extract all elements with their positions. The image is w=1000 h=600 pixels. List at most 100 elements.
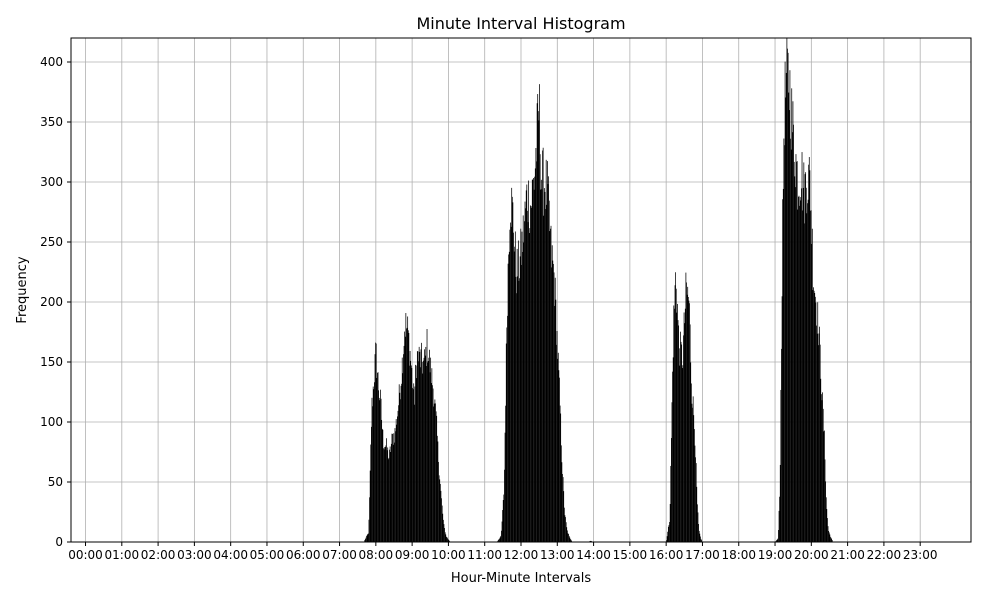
histogram-bar: [690, 362, 692, 542]
histogram-bar: [398, 384, 400, 542]
histogram-bar: [819, 344, 821, 542]
histogram-bar: [410, 360, 412, 542]
histogram-bar: [530, 205, 531, 543]
histogram-bar: [448, 539, 450, 542]
histogram-bar: [677, 320, 679, 542]
histogram-bar: [801, 188, 802, 542]
histogram-bar: [522, 251, 523, 542]
histogram-bar: [384, 447, 386, 542]
histogram-bar: [434, 399, 436, 542]
histogram-bar: [532, 179, 534, 542]
histogram-bar: [564, 515, 566, 542]
histogram-bar: [811, 243, 813, 542]
histogram-bar: [550, 228, 551, 543]
histogram-bar: [536, 161, 537, 542]
histogram-bar: [542, 150, 543, 542]
y-tick-label: 0: [55, 535, 63, 549]
histogram-bar: [802, 187, 804, 542]
histogram-bar: [504, 469, 505, 542]
histogram-bar: [559, 405, 561, 542]
histogram-bar: [692, 407, 693, 542]
histogram-bar: [560, 413, 562, 542]
histogram-bar: [510, 226, 512, 543]
histogram-bar: [815, 302, 817, 542]
histogram-bar: [670, 465, 672, 542]
histogram-bar: [806, 213, 808, 542]
histogram-bar: [799, 197, 801, 542]
histogram-bar: [372, 406, 373, 542]
histogram-bar: [424, 349, 425, 542]
y-tick-label: 200: [40, 295, 63, 309]
histogram-bar: [419, 351, 421, 542]
x-tick-label: 11:00: [467, 548, 502, 562]
histogram-bar: [673, 305, 675, 542]
histogram-bar: [514, 231, 516, 543]
histogram-bar: [516, 248, 518, 542]
histogram-bar: [822, 408, 824, 542]
histogram-bar: [379, 400, 381, 542]
histogram-bar: [500, 535, 502, 542]
histogram-bar: [369, 497, 370, 542]
histogram-bar: [438, 461, 439, 542]
histogram-bar: [508, 251, 510, 542]
histogram-bar: [824, 430, 825, 542]
histogram-bar: [416, 351, 418, 542]
histogram-bar: [688, 300, 690, 542]
histogram-bar: [411, 368, 413, 542]
histogram-bar: [367, 533, 369, 542]
histogram-bar: [449, 540, 450, 542]
histogram-bar: [531, 179, 533, 543]
histogram-bar: [398, 405, 399, 542]
histogram-bar: [447, 539, 449, 542]
histogram-bar: [816, 325, 817, 542]
y-tick-label: 400: [40, 55, 63, 69]
histogram-bar: [395, 431, 396, 542]
histogram-bar: [674, 308, 675, 542]
x-axis-label: Hour-Minute Intervals: [451, 571, 591, 586]
histogram-bar: [569, 537, 571, 542]
histogram-bar: [680, 331, 681, 542]
histogram-bar: [511, 196, 513, 543]
histogram-bar: [531, 207, 533, 542]
histogram-bar: [791, 88, 793, 542]
histogram-bar: [417, 351, 419, 542]
histogram-bar: [508, 254, 510, 542]
histogram-bar: [675, 272, 676, 542]
x-tick-label: 15:00: [613, 548, 648, 562]
histogram-bar: [426, 366, 427, 542]
histogram-bar: [698, 524, 699, 542]
histogram-bar: [439, 479, 441, 542]
histogram-bar: [387, 447, 389, 542]
y-axis-ticks: 0 50 100 150 200 250 300 350 400: [40, 55, 71, 549]
histogram-bar: [421, 361, 423, 542]
histogram-bar: [544, 191, 546, 542]
histogram-bar: [669, 522, 670, 542]
histogram-bar: [409, 350, 411, 542]
histogram-bar: [390, 443, 392, 542]
histogram-bar: [400, 399, 401, 542]
histogram-bar: [413, 383, 415, 542]
histogram-bar: [558, 370, 560, 542]
histogram-bar: [436, 435, 438, 542]
histogram-bar: [399, 392, 401, 542]
histogram-bar: [432, 388, 434, 542]
histogram-bar: [377, 372, 379, 542]
histogram-bar: [401, 383, 402, 542]
histogram-bar: [432, 385, 433, 542]
histogram-bar: [414, 386, 416, 542]
histogram-bar: [548, 200, 550, 543]
histogram-bar: [534, 176, 536, 542]
histogram-bar: [551, 245, 553, 543]
histogram-bar: [515, 276, 517, 542]
histogram-bar: [571, 540, 572, 542]
histogram-bar: [374, 354, 376, 542]
histogram-bar: [811, 228, 813, 543]
histogram-bar: [406, 327, 408, 542]
histogram-bar: [427, 362, 428, 542]
histogram-bar: [697, 504, 698, 542]
histogram-bar: [799, 205, 800, 542]
histogram-bar: [548, 176, 549, 542]
histogram-bar: [784, 61, 786, 542]
